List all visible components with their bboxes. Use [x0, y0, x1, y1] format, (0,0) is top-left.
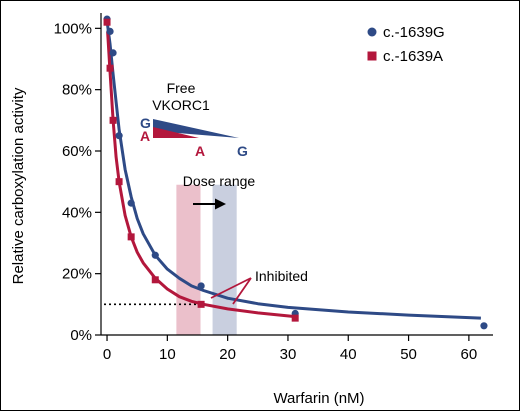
data-point-g-2 [109, 49, 117, 57]
y-tick-label-5: 100% [54, 20, 92, 37]
y-axis-title: Relative carboxylation activity [10, 87, 27, 284]
data-point-a-1 [106, 64, 114, 72]
x-tick-label-2: 20 [219, 346, 236, 363]
x-tick-label-3: 30 [280, 346, 297, 363]
x-tick-label-0: 0 [103, 346, 111, 363]
wedge-a [153, 127, 199, 138]
data-point-a-0 [103, 18, 111, 26]
inhibited-pointer [210, 277, 252, 305]
annotation-inhibited: Inhibited [255, 268, 308, 284]
y-tick-label-4: 80% [62, 82, 92, 99]
data-point-a-7 [291, 314, 299, 322]
legend-marker-a [367, 51, 377, 61]
annotation-a-end: A [195, 143, 205, 159]
annotation-free: Free [167, 80, 196, 96]
x-tick-label-6: 60 [461, 346, 478, 363]
x-tick-label-4: 40 [340, 346, 357, 363]
data-point-a-4 [127, 233, 135, 241]
legend: c.-1639G c.-1639A [367, 24, 445, 65]
legend-label-a: c.-1639A [383, 48, 443, 65]
x-tick-label-5: 50 [400, 346, 417, 363]
y-tick-label-2: 40% [62, 204, 92, 221]
y-tick-label-3: 60% [62, 143, 92, 160]
dose-range-arrow-head [215, 198, 226, 210]
wedge-g [153, 119, 239, 138]
annotation-a-start: A [140, 128, 150, 144]
data-point-g-4 [127, 199, 135, 207]
annotation-vkorc1: VKORC1 [152, 97, 210, 113]
data-point-g-1 [106, 27, 114, 35]
data-point-g-6 [197, 282, 205, 290]
data-point-g-8 [480, 322, 488, 330]
legend-marker-g [367, 27, 377, 37]
fit-curve-1 [106, 31, 296, 319]
data-point-a-6 [197, 300, 205, 308]
y-tick-label-0: 0% [70, 327, 92, 344]
data-point-a-5 [151, 276, 159, 284]
y-tick-label-1: 20% [62, 266, 92, 283]
data-point-g-3 [115, 132, 123, 140]
legend-label-g: c.-1639G [383, 24, 445, 41]
data-point-a-3 [115, 178, 123, 186]
annotation-g-end: G [237, 143, 248, 159]
fit-curve-0 [106, 25, 481, 320]
annotation-g-start: G [140, 115, 151, 131]
data-point-g-5 [151, 251, 159, 259]
x-axis-title: Warfarin (nM) [273, 390, 364, 407]
data-point-a-2 [109, 116, 117, 124]
annotation-dose-range: Dose range [183, 173, 256, 189]
dose-range-band-a [176, 184, 201, 335]
x-tick-label-1: 10 [159, 346, 176, 363]
